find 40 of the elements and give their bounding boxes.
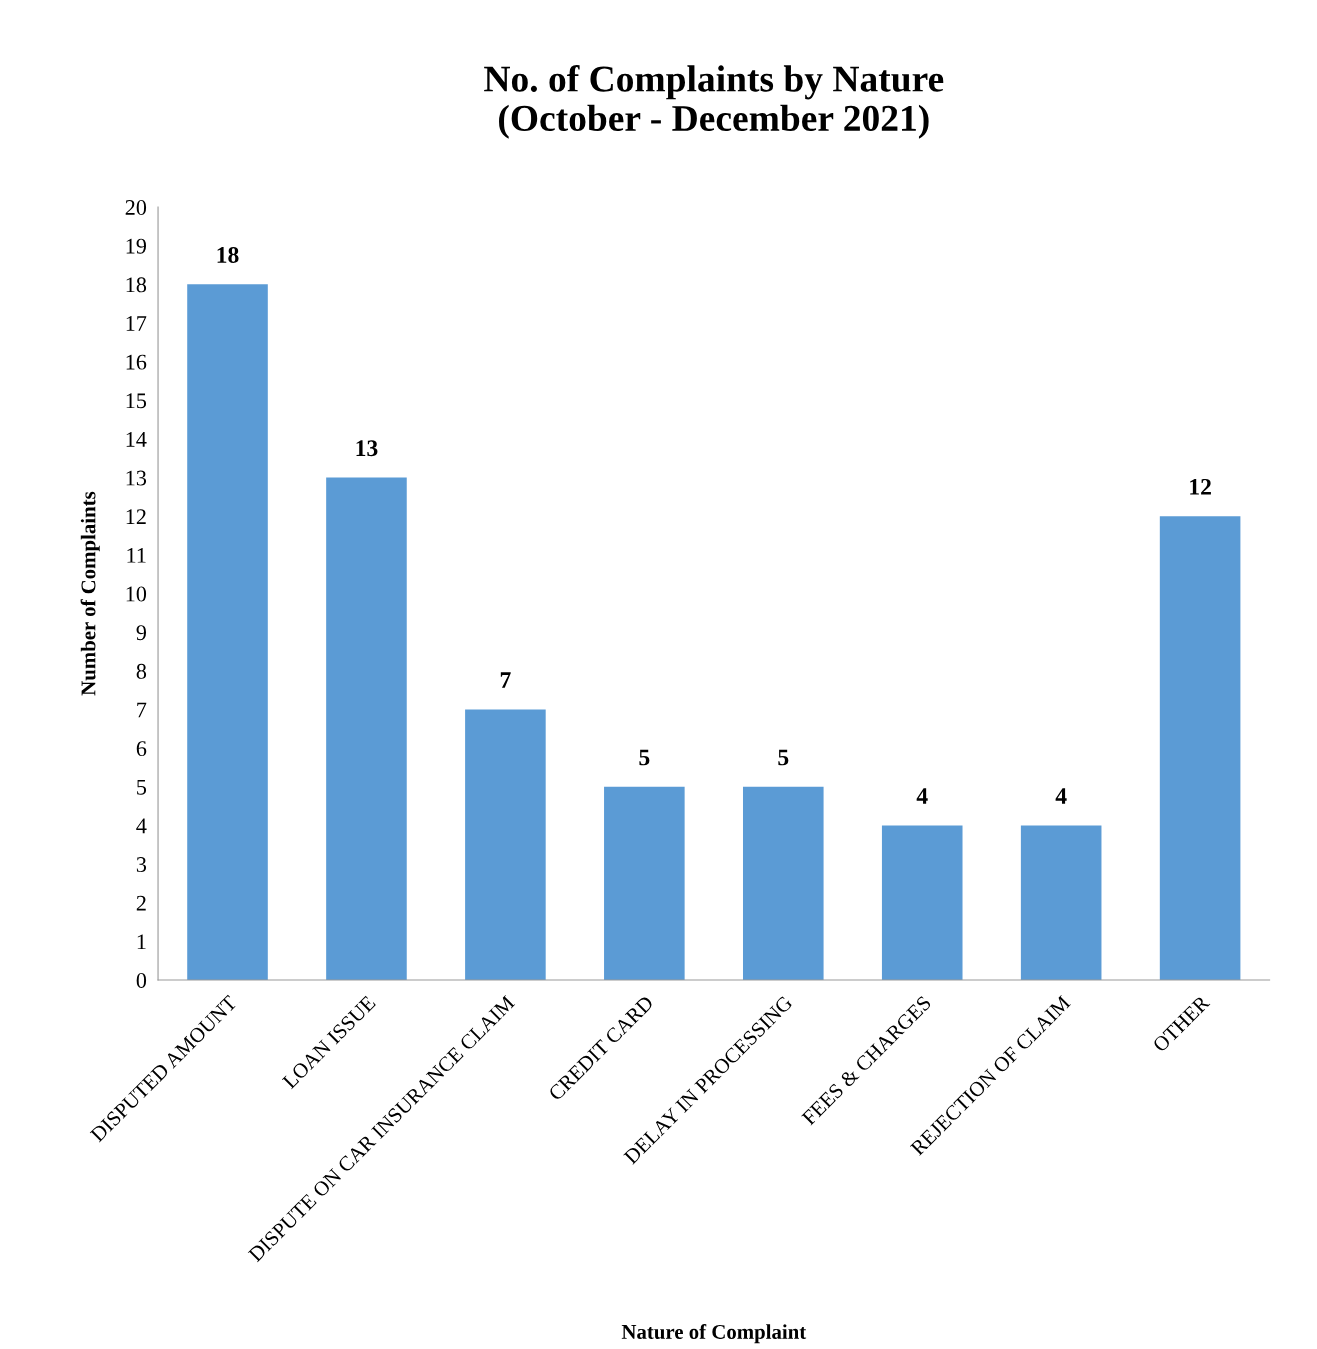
y-tick-label: 15 [126,393,147,409]
y-tick-label: 17 [126,316,147,331]
bar [1020,825,1102,981]
y-tick-label: 13 [126,470,147,486]
y-tick-label: 6 [136,741,147,757]
y-tick-label: 4 [136,818,147,834]
y-tick-label: 0 [136,972,147,988]
y-tick-label: 9 [136,625,147,641]
bar [326,477,407,981]
chart-title: No. of Complaints by Nature (October - December 2021) [484,64,944,139]
y-tick-label: 3 [136,857,147,873]
y-tick-label: 12 [126,509,146,524]
y-tick-label: 2 [136,895,146,911]
y-tick-label: 8 [136,663,147,679]
y-tick-label: 11 [127,547,146,563]
data-label: 13 [356,440,378,457]
data-label: 5 [639,749,650,766]
y-tick-label: 19 [126,238,147,254]
bar [742,786,824,981]
data-label: 5 [778,749,789,766]
data-label: 7 [500,672,511,688]
x-axis-title: Nature of Complaint [621,1324,807,1344]
bar [465,709,546,981]
y-tick-label: 7 [137,702,147,718]
data-label: 4 [1055,788,1067,804]
bar [881,825,963,981]
data-label: 18 [217,246,239,263]
bar [604,786,685,981]
y-tick-label: 20 [125,200,147,215]
y-tick-label: 16 [126,354,147,370]
y-tick-label: 10 [126,586,147,602]
bar [187,284,268,981]
y-tick-label: 14 [126,432,147,447]
y-axis-title: Number of Complaints [80,491,100,696]
data-label: 4 [916,788,928,804]
y-tick-label: 5 [137,779,147,795]
bar [1159,516,1241,981]
data-label: 12 [1190,478,1211,495]
y-tick-label: 1 [137,934,146,950]
y-tick-label: 18 [126,277,147,293]
